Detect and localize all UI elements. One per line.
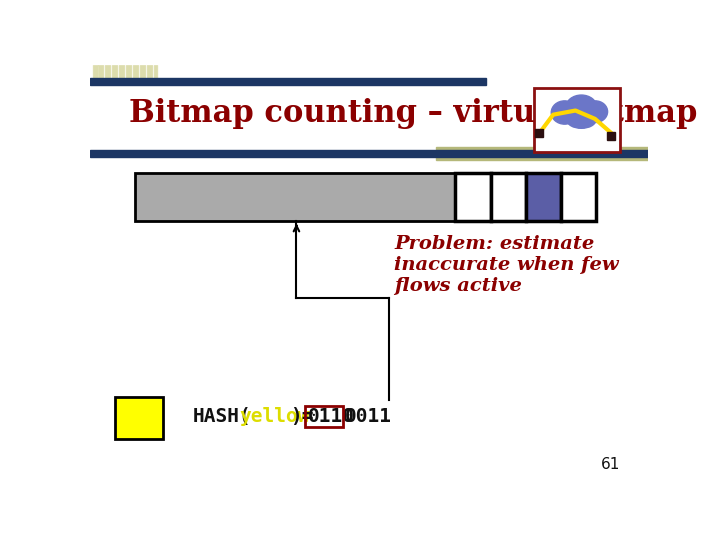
Text: Problem: estimate
inaccurate when few
flows active: Problem: estimate inaccurate when few fl… [394,235,618,295]
Bar [114,65,115,481]
Bar [100,65,101,481]
Text: )=: )= [289,407,313,426]
Bar [436,147,648,160]
Bar [154,65,155,481]
Bar [109,65,110,481]
Bar [140,65,141,481]
Bar [135,173,456,221]
Bar [116,65,117,481]
Bar [104,65,106,481]
Bar [490,173,526,221]
Bar [119,65,120,481]
Bar [132,65,134,481]
Ellipse shape [566,95,597,120]
Bar [147,65,148,481]
Bar [130,65,132,481]
Text: Bitmap counting – virtual bitmap: Bitmap counting – virtual bitmap [129,98,698,129]
Bar [144,65,145,481]
Bar [95,65,96,481]
Text: yellow: yellow [240,407,310,426]
Bar [115,397,163,439]
Text: 0110: 0110 [308,407,355,426]
Bar [90,157,648,481]
Bar [125,65,127,481]
Bar [90,151,648,157]
Bar [151,65,153,481]
Bar [107,65,108,481]
Ellipse shape [567,112,596,129]
Bar [123,65,125,481]
Text: 0011: 0011 [344,407,392,426]
Bar [149,65,150,481]
Text: HASH(: HASH( [193,407,252,426]
Bar [121,65,122,481]
Bar [90,78,486,85]
Bar [128,65,129,481]
Bar [97,65,99,481]
Bar [135,65,136,481]
Bar [607,132,615,140]
Text: 61: 61 [600,457,620,472]
Bar [305,406,343,427]
Bar [456,173,490,221]
Bar [534,87,620,152]
Bar [142,65,143,481]
Bar [561,173,596,221]
Ellipse shape [583,101,608,123]
Bar [535,129,543,137]
Ellipse shape [552,101,578,124]
Bar [93,65,94,481]
Bar [526,173,561,221]
Bar [90,84,648,150]
Bar [156,65,157,481]
Bar [102,65,103,481]
